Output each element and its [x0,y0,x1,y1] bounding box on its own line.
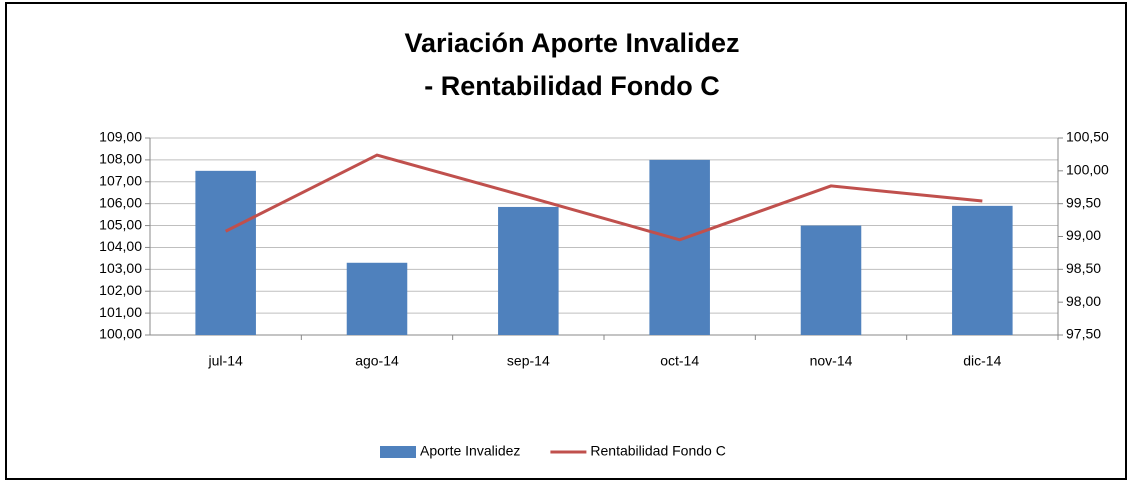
bar [649,159,710,335]
legend-label: Rentabilidad Fondo C [590,443,725,459]
bar [346,262,408,335]
chart-title: Variación Aporte Invalidez [404,28,739,58]
y-tick-label: 105,00 [99,216,142,232]
y-tick-label: 108,00 [99,151,142,167]
y-tick-label: 104,00 [99,238,142,254]
chart-title: - Rentabilidad Fondo C [424,71,719,101]
y-tick-label: 109,00 [99,129,142,145]
x-tick-label: oct-14 [660,353,699,369]
x-tick-label: dic-14 [963,353,1001,369]
bar [952,205,1013,335]
bar [498,206,559,335]
x-tick-label: jul-14 [208,353,243,369]
y2-tick-label: 98,00 [1066,293,1101,309]
y2-tick-label: 99,50 [1066,194,1101,210]
y2-tick-label: 100,50 [1066,129,1109,145]
y-tick-label: 100,00 [99,326,142,342]
y-tick-label: 106,00 [99,194,142,210]
line [224,153,983,242]
y2-tick-label: 98,50 [1066,260,1101,276]
y-tick-label: 101,00 [99,304,142,320]
legend-label: Aporte Invalidez [420,443,520,459]
y-tick-label: 107,00 [99,172,142,188]
y-tick-label: 102,00 [99,282,142,298]
legend-swatch [380,446,416,458]
x-tick-label: sep-14 [507,353,550,369]
y2-tick-label: 100,00 [1066,162,1109,178]
y2-tick-label: 97,50 [1066,326,1101,342]
x-tick-label: nov-14 [810,353,853,369]
bar [195,170,256,335]
chart-frame [5,2,1127,480]
y2-tick-label: 99,00 [1066,227,1101,243]
bar [800,225,862,335]
x-tick-label: ago-14 [355,353,399,369]
y-tick-label: 103,00 [99,260,142,276]
